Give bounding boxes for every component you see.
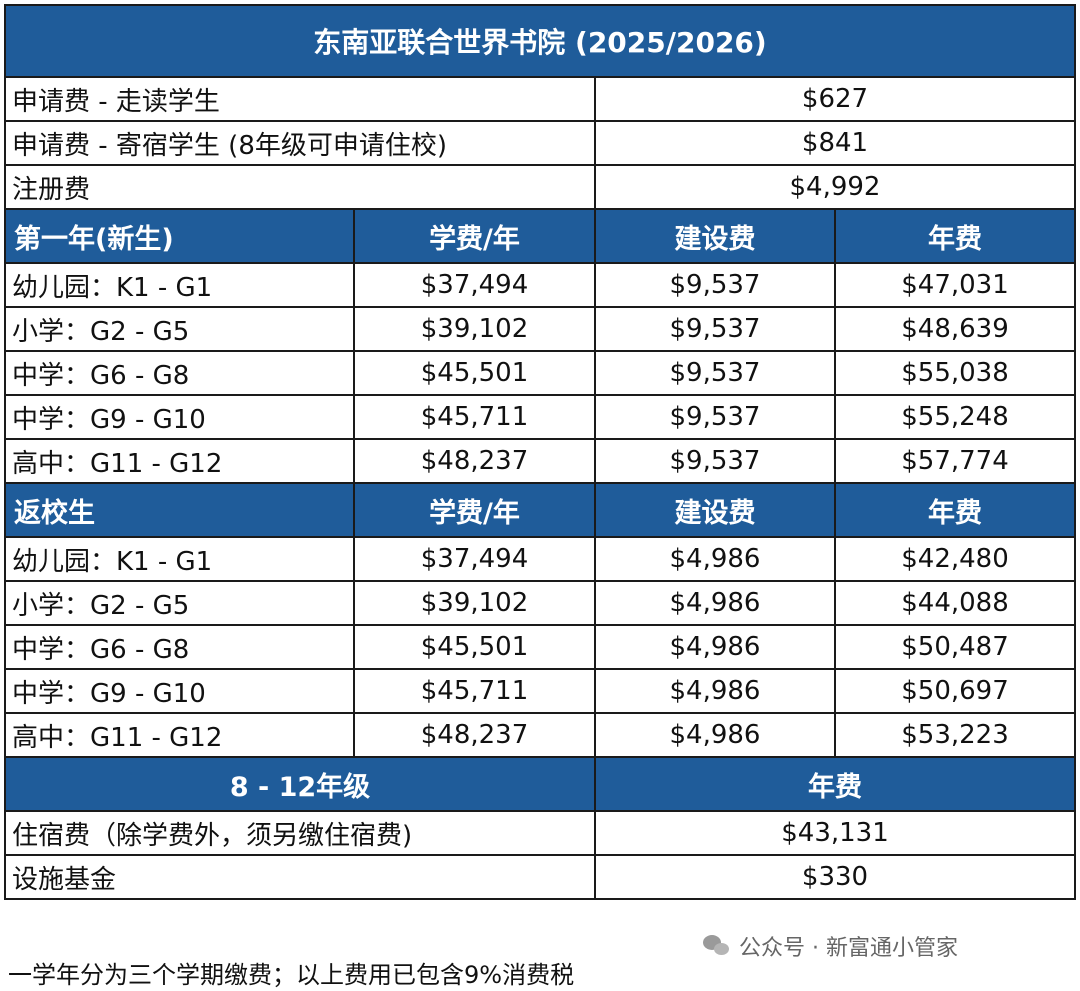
table-row: 设施基金 $330: [4, 854, 1076, 900]
annual-cell: $50,487: [834, 624, 1076, 670]
column-header-annual: 年费: [834, 208, 1076, 264]
annual-cell: $50,697: [834, 668, 1076, 714]
fee-label: 申请费 - 走读学生: [4, 76, 596, 122]
grade-cell: 小学：G2 - G5: [4, 306, 355, 352]
table-row: 申请费 - 寄宿学生 (8年级可申请住校) $841: [4, 120, 1076, 166]
annual-cell: $53,223: [834, 712, 1076, 758]
annual-cell: $47,031: [834, 262, 1076, 308]
grade-cell: 中学：G9 - G10: [4, 668, 355, 714]
grade-cell: 中学：G6 - G8: [4, 624, 355, 670]
grade-cell: 高中：G11 - G12: [4, 438, 355, 484]
table-row: 小学：G2 - G5 $39,102 $4,986 $44,088: [4, 580, 1076, 626]
table-row: 高中：G11 - G12 $48,237 $4,986 $53,223: [4, 712, 1076, 758]
column-header-building: 建设费: [594, 482, 836, 538]
tuition-cell: $37,494: [353, 536, 596, 582]
building-cell: $9,537: [594, 394, 836, 440]
grade-cell: 中学：G6 - G8: [4, 350, 355, 396]
annual-cell: $42,480: [834, 536, 1076, 582]
fee-label: 住宿费（除学费外，须另缴住宿费): [4, 810, 596, 856]
fee-value: $627: [594, 76, 1076, 122]
table-row: 幼儿园：K1 - G1 $37,494 $4,986 $42,480: [4, 536, 1076, 582]
table-row: 中学：G6 - G8 $45,501 $4,986 $50,487: [4, 624, 1076, 670]
fee-value: $4,992: [594, 164, 1076, 210]
annual-cell: $57,774: [834, 438, 1076, 484]
building-cell: $9,537: [594, 350, 836, 396]
column-header-building: 建设费: [594, 208, 836, 264]
building-cell: $4,986: [594, 580, 836, 626]
table-row: 中学：G9 - G10 $45,711 $9,537 $55,248: [4, 394, 1076, 440]
section-title: 返校生: [4, 482, 355, 538]
column-header-tuition: 学费/年: [353, 208, 596, 264]
building-cell: $4,986: [594, 712, 836, 758]
tuition-cell: $37,494: [353, 262, 596, 308]
annual-cell: $55,038: [834, 350, 1076, 396]
table-row: 幼儿园：K1 - G1 $37,494 $9,537 $47,031: [4, 262, 1076, 308]
tuition-cell: $45,501: [353, 624, 596, 670]
table-row: 申请费 - 走读学生 $627: [4, 76, 1076, 122]
tuition-cell: $48,237: [353, 712, 596, 758]
section-title: 第一年(新生): [4, 208, 355, 264]
tuition-cell: $45,711: [353, 394, 596, 440]
building-cell: $9,537: [594, 262, 836, 308]
section-title: 8 - 12年级: [4, 756, 596, 812]
watermark-text: 公众号 · 新富通小管家: [739, 936, 958, 961]
building-cell: $9,537: [594, 306, 836, 352]
grade-cell: 中学：G9 - G10: [4, 394, 355, 440]
building-cell: $4,986: [594, 668, 836, 714]
tuition-cell: $48,237: [353, 438, 596, 484]
tuition-cell: $39,102: [353, 306, 596, 352]
fee-table: 东南亚联合世界书院 (2025/2026) 申请费 - 走读学生 $627 申请…: [4, 4, 1076, 900]
fee-value: $841: [594, 120, 1076, 166]
fee-label: 注册费: [4, 164, 596, 210]
column-header-tuition: 学费/年: [353, 482, 596, 538]
grade-cell: 幼儿园：K1 - G1: [4, 536, 355, 582]
wechat-icon: [703, 935, 731, 957]
section-header-returning: 返校生 学费/年 建设费 年费: [4, 482, 1076, 538]
fee-label: 申请费 - 寄宿学生 (8年级可申请住校): [4, 120, 596, 166]
annual-cell: $48,639: [834, 306, 1076, 352]
footnote: 一学年分为三个学期缴费；以上费用已包含9%消费税: [8, 961, 575, 989]
section-header-boarding: 8 - 12年级 年费: [4, 756, 1076, 812]
building-cell: $4,986: [594, 624, 836, 670]
table-row: 中学：G9 - G10 $45,711 $4,986 $50,697: [4, 668, 1076, 714]
title-row: 东南亚联合世界书院 (2025/2026): [4, 4, 1076, 78]
table-row: 小学：G2 - G5 $39,102 $9,537 $48,639: [4, 306, 1076, 352]
section-header-new: 第一年(新生) 学费/年 建设费 年费: [4, 208, 1076, 264]
table-row: 高中：G11 - G12 $48,237 $9,537 $57,774: [4, 438, 1076, 484]
fee-table-container: 东南亚联合世界书院 (2025/2026) 申请费 - 走读学生 $627 申请…: [4, 4, 1076, 900]
grade-cell: 小学：G2 - G5: [4, 580, 355, 626]
table-row: 住宿费（除学费外，须另缴住宿费) $43,131: [4, 810, 1076, 856]
table-row: 中学：G6 - G8 $45,501 $9,537 $55,038: [4, 350, 1076, 396]
building-cell: $4,986: [594, 536, 836, 582]
column-header-annual: 年费: [594, 756, 1076, 812]
building-cell: $9,537: [594, 438, 836, 484]
column-header-annual: 年费: [834, 482, 1076, 538]
annual-cell: $44,088: [834, 580, 1076, 626]
table-title: 东南亚联合世界书院 (2025/2026): [4, 4, 1076, 78]
fee-value: $330: [594, 854, 1076, 900]
fee-label: 设施基金: [4, 854, 596, 900]
grade-cell: 幼儿园：K1 - G1: [4, 262, 355, 308]
grade-cell: 高中：G11 - G12: [4, 712, 355, 758]
tuition-cell: $39,102: [353, 580, 596, 626]
tuition-cell: $45,711: [353, 668, 596, 714]
annual-cell: $55,248: [834, 394, 1076, 440]
table-row: 注册费 $4,992: [4, 164, 1076, 210]
wechat-watermark: 公众号 · 新富通小管家: [703, 930, 958, 962]
fee-value: $43,131: [594, 810, 1076, 856]
tuition-cell: $45,501: [353, 350, 596, 396]
